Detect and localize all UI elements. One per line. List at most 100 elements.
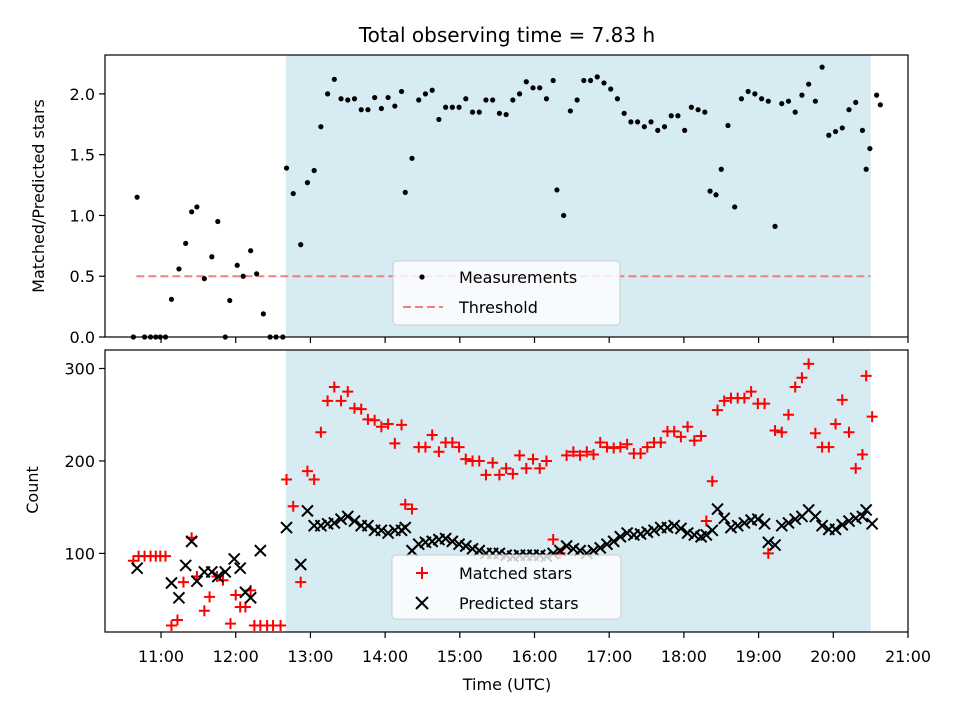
predicted-star-point (758, 517, 771, 531)
measurement-point (456, 104, 462, 110)
predicted-star-point (573, 544, 587, 557)
predicted-star-point (280, 521, 293, 534)
measurement-point (567, 108, 573, 114)
count-y-axis-label: Count (23, 466, 42, 514)
count-y-tick-label: 200 (64, 452, 95, 471)
predicted-star-point (594, 541, 607, 555)
matched-star-point (328, 381, 340, 393)
predicted-star-point (348, 514, 361, 528)
time-x-tick-label: 17:00 (586, 647, 632, 666)
predicted-stars-series (130, 502, 879, 604)
predicted-star-point (788, 512, 802, 526)
measurement-point (351, 96, 358, 102)
measurement-point (785, 98, 792, 104)
matched-star-point (375, 421, 387, 433)
predicted-star-point (809, 510, 822, 523)
measurement-point (469, 109, 476, 115)
matched-star-point (165, 620, 177, 632)
count-legend-box (391, 554, 622, 620)
predicted-star-point (473, 544, 486, 557)
matched-star-point (419, 441, 431, 453)
matched-star-point (446, 436, 458, 448)
matched-star-point (641, 441, 653, 453)
matched-star-point (301, 465, 313, 477)
matched-star-point (762, 547, 774, 559)
measurement-point (409, 155, 415, 161)
measurement-point (248, 248, 254, 254)
predicted-star-point (587, 544, 600, 557)
measurement-point (338, 96, 344, 102)
measurement-point (799, 92, 805, 98)
matched-star-point (287, 500, 299, 512)
time-x-tick-label: 21:00 (885, 647, 931, 666)
matched-star-point (500, 462, 512, 474)
predicted-legend-label: Predicted stars (459, 594, 579, 613)
matched-star-point (866, 411, 878, 423)
matched-star-point (675, 431, 687, 443)
matched-star-point (281, 473, 293, 485)
predicted-star-point (341, 510, 354, 523)
measurements-series (130, 64, 883, 340)
measurement-point (621, 110, 627, 116)
measurement-point (806, 81, 812, 87)
matched-star-point (836, 394, 848, 406)
matched-star-point (204, 591, 216, 603)
matched-star-point (520, 462, 532, 474)
predicted-star-point (254, 544, 267, 557)
matched-star-point (198, 605, 210, 617)
matched-star-point (830, 418, 842, 430)
measurement-point (839, 125, 845, 131)
ratio-panel-frame (104, 54, 909, 338)
measurement-point (402, 189, 408, 195)
measurement-point (385, 94, 391, 101)
count-panel-frame (104, 349, 909, 633)
measurement-point (641, 124, 647, 130)
matched-star-point (177, 576, 189, 588)
measurement-point (668, 113, 674, 119)
measurement-point (819, 64, 825, 70)
measurement-point (436, 116, 442, 123)
measurement-point (713, 192, 719, 198)
matched-legend-marker (416, 567, 428, 579)
predicted-star-point (674, 522, 688, 535)
predicted-star-point (836, 518, 849, 531)
measurement-point (587, 77, 594, 84)
measurement-point (358, 107, 364, 113)
matched-star-point (527, 453, 539, 465)
predicted-star-point (762, 536, 775, 549)
matched-star-point (860, 370, 872, 382)
measurement-point (594, 74, 600, 80)
matched-star-point (614, 441, 626, 453)
predicted-star-point (815, 519, 829, 532)
time-x-tick-label: 12:00 (213, 647, 259, 666)
measurement-point (201, 276, 207, 282)
measurement-point (725, 122, 731, 129)
measurement-point (832, 128, 839, 135)
predicted-star-point (768, 538, 782, 552)
measurement-point (772, 223, 778, 229)
measurements-legend-label: Measurements (459, 268, 577, 287)
time-x-tick-label: 16:00 (511, 647, 557, 666)
matched-star-point (700, 515, 712, 527)
predicted-star-point (782, 516, 795, 530)
measurement-point (752, 91, 758, 97)
predicted-star-point (165, 576, 178, 590)
matched-star-point (396, 419, 408, 431)
measurement-point (227, 297, 233, 304)
time-x-axis: 11:00 12:00 13:00 14:00 15:00 16:00 17:00 18:00… (138, 632, 931, 666)
measurement-point (877, 102, 883, 108)
matched-star-point (230, 589, 242, 601)
count-y-tick-label: 100 (64, 544, 95, 563)
matched-star-point (796, 372, 808, 384)
measurement-point (695, 107, 701, 113)
predicted-star-point (185, 535, 198, 548)
predicted-star-point (381, 526, 395, 540)
matched-star-point (769, 424, 781, 436)
measurement-point (826, 132, 832, 138)
predicted-star-point (459, 539, 472, 553)
measurement-point (745, 88, 751, 95)
matched-star-point (295, 576, 307, 588)
matched-star-point (718, 395, 730, 407)
matched-star-point (745, 386, 757, 398)
measurement-point (290, 190, 296, 197)
